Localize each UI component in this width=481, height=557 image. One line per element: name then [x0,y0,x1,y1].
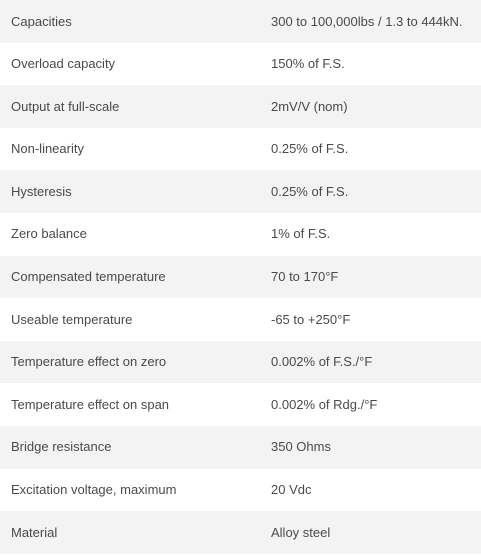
spec-label: Temperature effect on zero [11,354,167,370]
table-row: Bridge resistance 350 Ohms [0,425,481,469]
table-row: Zero balance 1% of F.S. [0,212,481,256]
table-row: Overload capacity 150% of F.S. [0,42,481,86]
spec-label: Compensated temperature [11,269,166,285]
spec-label: Non-linearity [11,141,84,157]
table-row: Capacities 300 to 100,000lbs / 1.3 to 44… [0,0,481,43]
spec-label: Overload capacity [11,56,116,72]
spec-value: Alloy steel [271,524,331,540]
spec-value: 1% of F.S. [271,226,331,242]
table-row: Compensated temperature 70 to 170°F [0,255,481,299]
table-row: Useable temperature -65 to +250°F [0,298,481,341]
spec-value: -65 to +250°F [271,311,351,327]
table-row: Material Alloy steel [0,511,481,554]
spec-value: 70 to 170°F [271,269,339,285]
spec-value: 300 to 100,000lbs / 1.3 to 444kN. [271,13,463,29]
table-row: Hysteresis 0.25% of F.S. [0,170,481,213]
spec-value: 0.25% of F.S. [271,183,349,199]
spec-value: 350 Ohms [271,439,331,455]
spec-label: Temperature effect on span [11,396,170,412]
table-row: Excitation voltage, maximum 20 Vdc [0,468,481,512]
spec-label: Useable temperature [11,311,133,327]
spec-label: Zero balance [11,226,87,242]
spec-label: Capacities [11,13,72,29]
spec-value: 0.002% of Rdg./°F [271,396,378,412]
table-row: Temperature effect on span 0.002% of Rdg… [0,383,481,426]
spec-value: 0.002% of F.S./°F [271,354,373,370]
spec-label: Bridge resistance [11,439,112,455]
spec-label: Hysteresis [11,183,72,199]
spec-label: Output at full-scale [11,98,120,114]
table-row: Non-linearity 0.25% of F.S. [0,127,481,171]
spec-value: 0.25% of F.S. [271,141,349,157]
table-row: Output at full-scale 2mV/V (nom) [0,85,481,128]
spec-value: 150% of F.S. [271,56,345,72]
spec-label: Excitation voltage, maximum [11,482,177,498]
spec-value: 20 Vdc [271,482,312,498]
table-row: Temperature effect on zero 0.002% of F.S… [0,340,481,384]
spec-label: Material [11,524,58,540]
spec-value: 2mV/V (nom) [271,98,348,114]
